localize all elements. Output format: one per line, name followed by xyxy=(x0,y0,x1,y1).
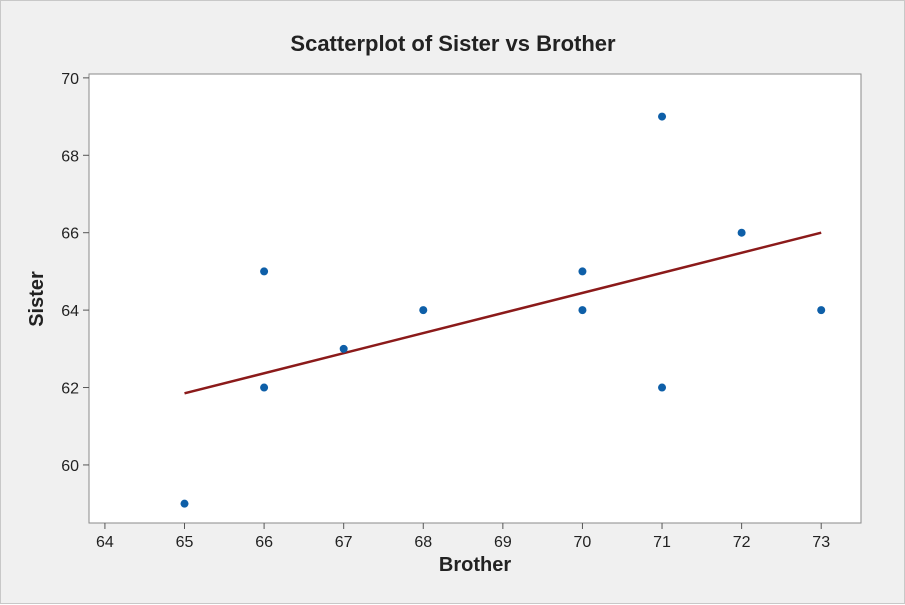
y-axis-label: Sister xyxy=(26,271,48,327)
data-point xyxy=(658,112,667,121)
y-tick-label: 60 xyxy=(61,458,79,475)
x-tick-label: 70 xyxy=(574,534,592,551)
data-point xyxy=(817,306,826,315)
plot-area xyxy=(88,73,862,524)
data-point xyxy=(578,306,587,315)
x-tick-label: 69 xyxy=(494,534,512,551)
x-tick-label: 64 xyxy=(96,534,114,551)
x-tick-label: 71 xyxy=(653,534,671,551)
x-tick-label: 65 xyxy=(176,534,194,551)
data-point xyxy=(578,267,587,276)
y-tick-label: 68 xyxy=(61,148,79,165)
data-point xyxy=(260,383,269,392)
x-tick-label: 68 xyxy=(414,534,432,551)
regression-line xyxy=(184,231,822,395)
data-point xyxy=(260,267,269,276)
regression-line-group xyxy=(184,231,822,395)
data-point xyxy=(737,228,746,237)
data-point xyxy=(180,499,189,508)
data-points xyxy=(180,112,826,508)
y-tick-label: 66 xyxy=(61,226,79,243)
x-axis-label: Brother xyxy=(439,554,511,576)
data-point xyxy=(339,344,348,353)
x-tick-label: 66 xyxy=(255,534,273,551)
y-tick-label: 64 xyxy=(61,303,79,320)
data-point xyxy=(419,306,428,315)
chart-title: Scatterplot of Sister vs Brother xyxy=(290,31,616,56)
x-tick-label: 67 xyxy=(335,534,353,551)
x-tick-label: 73 xyxy=(812,534,830,551)
x-tick-label: 72 xyxy=(733,534,751,551)
y-axis: 60 62 64 66 68 70 xyxy=(61,71,89,475)
y-tick-label: 62 xyxy=(61,381,79,398)
x-axis: 64 65 66 67 68 69 70 71 72 73 xyxy=(96,523,830,551)
y-tick-label: 70 xyxy=(61,71,79,88)
data-point xyxy=(658,383,667,392)
